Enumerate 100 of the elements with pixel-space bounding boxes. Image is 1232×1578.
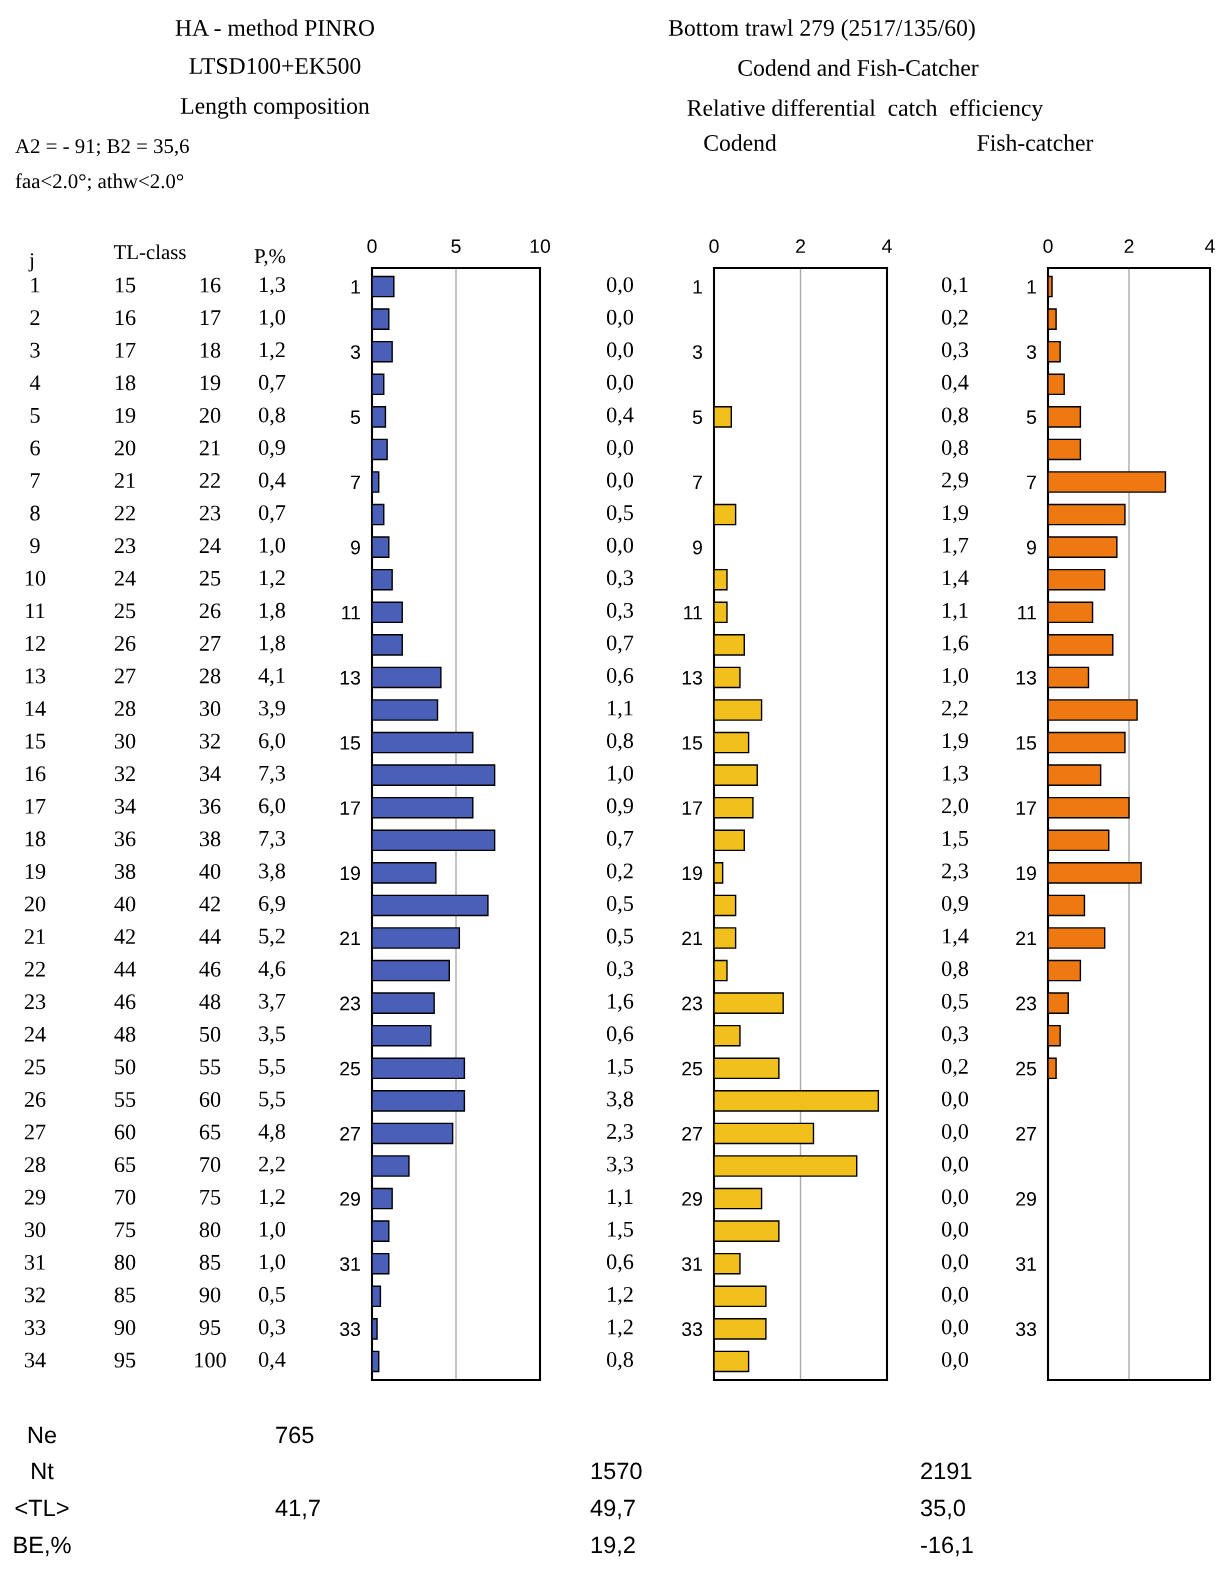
y-tick-label: 7 [693,475,702,490]
text: 21 [114,473,135,488]
text: 28 [199,668,221,684]
data-label: 1,4 [943,928,969,947]
text: 38 [114,863,136,879]
y-tick-label: 7 [1027,475,1036,490]
data-label: 0,6 [606,667,634,687]
data-label: 5,5 [259,1059,286,1078]
x-tick-label: 0 [709,239,719,254]
y-tick-label: 29 [1016,1192,1036,1206]
data-label: 1,5 [608,1058,634,1078]
y-tick-label: 9 [350,540,360,555]
data-label: 2,9 [942,472,968,491]
y-tick-label: 15 [340,736,361,750]
data-label: 7,3 [259,830,286,850]
data-label: 0,0 [941,1189,969,1208]
data-label: 0,1 [941,277,968,296]
data-label: 0,4 [606,407,634,426]
text: TL-class [113,244,186,260]
data-label: 5,5 [259,1091,286,1110]
y-tick-label: 13 [682,670,703,685]
data-label: 1,7 [943,537,969,556]
text: 1570 [591,1462,642,1480]
text: 85 [199,1254,221,1270]
data-label: 0,8 [941,439,969,459]
data-label: 0,0 [606,537,634,556]
y-tick-label: 13 [340,670,361,685]
text: 34 [114,798,136,814]
text: 22 [24,961,45,977]
y-tick-label: 3 [692,345,703,359]
data-label: 0,3 [941,1026,969,1045]
text: 48 [114,1026,136,1042]
text: 3 [30,342,40,358]
y-tick-label: 23 [682,996,703,1011]
data-label: 6,0 [259,798,286,817]
text: 21 [199,440,220,456]
text: 8 [30,505,40,521]
data-label: 2,2 [259,1156,285,1175]
data-label: 6,0 [259,733,286,752]
text: 42 [199,896,220,912]
text: 65 [114,1157,136,1173]
text: 4 [29,375,41,391]
text: 33 [24,1320,46,1335]
data-label: 1,1 [608,1189,633,1208]
text: HA - method PINRO [175,19,375,36]
data-label: 6,9 [259,896,285,915]
x-tick-label: 4 [882,239,892,253]
text: -16,1 [921,1536,973,1557]
data-label: 0,4 [941,374,969,394]
data-label: 0,3 [606,961,634,980]
text: 100 [195,1352,226,1368]
y-tick-label: 17 [1016,801,1036,815]
text: 41,7 [275,1499,320,1520]
text: 30 [114,733,136,749]
data-label: 1,3 [260,277,286,296]
data-label: 0,0 [941,1124,969,1143]
data-label: 2,3 [942,863,969,882]
text: 48 [199,994,221,1010]
text: 25 [24,1059,46,1075]
text: Bottom trawl 279 (2517/135/60) [668,19,975,41]
data-label: 1,5 [943,830,969,850]
text: Relative differential catch efficiency [687,99,1044,121]
text: 40 [114,896,136,912]
data-label: 0,4 [258,472,286,491]
text: 95 [114,1352,136,1368]
y-tick-label: 23 [340,996,361,1011]
text: 49,7 [590,1499,635,1520]
data-label: 2,2 [942,700,968,719]
text: 23 [114,538,136,554]
text: 15 [115,277,136,293]
y-tick-label: 25 [340,1061,361,1076]
data-label: 1,8 [260,635,286,654]
text: 24 [24,1026,46,1042]
text: 30 [199,701,221,717]
y-tick-label: 31 [682,1257,702,1271]
text: 44 [114,961,136,977]
data-label: 1,2 [260,342,285,361]
data-label: 0,0 [941,1221,969,1240]
text: 38 [199,831,221,847]
data-label: 0,2 [941,309,968,328]
y-tick-label: 31 [340,1257,360,1271]
y-tick-label: 9 [692,540,702,555]
y-tick-label: 9 [1026,540,1036,555]
y-tick-label: 7 [351,475,360,490]
text: 2191 [921,1462,972,1480]
text: 23 [24,994,46,1010]
y-tick-label: 21 [1016,931,1036,946]
data-label: 3,8 [259,863,286,882]
text: 31 [24,1254,45,1270]
text: 32 [24,1287,45,1303]
data-label: 1,9 [943,733,968,752]
text: Codend and Fish-Catcher [738,59,979,76]
text: Ne [28,1426,57,1444]
text: 26 [199,603,221,619]
data-label: 0,5 [606,896,634,915]
text: <TL> [15,1499,69,1517]
text: 17 [25,798,46,814]
text: 35,0 [920,1499,966,1520]
data-label: 1,0 [260,537,286,556]
data-label: 1,1 [608,700,633,719]
